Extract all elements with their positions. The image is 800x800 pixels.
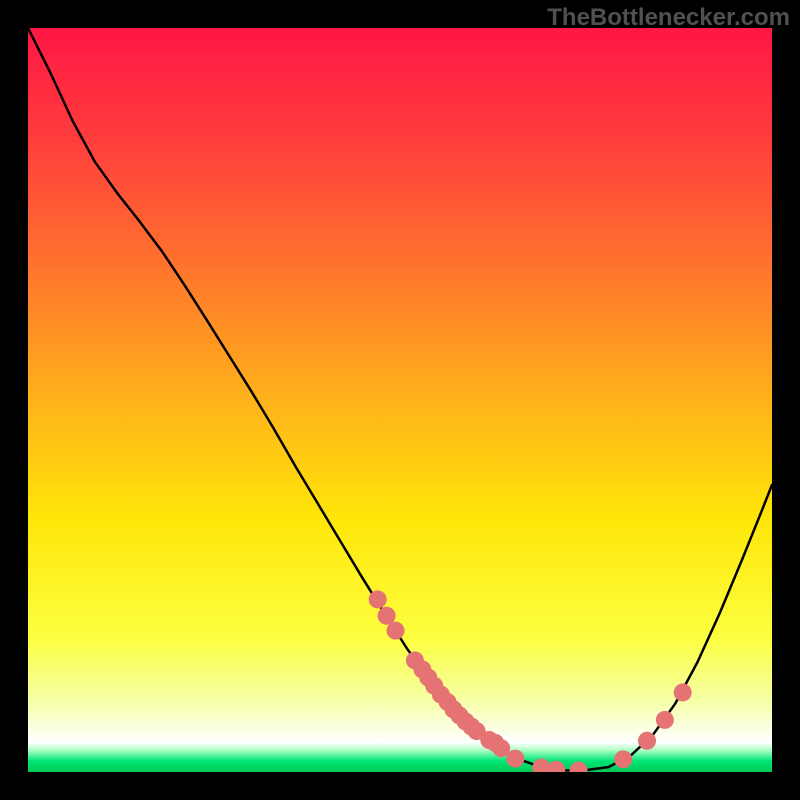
data-dot bbox=[387, 622, 405, 640]
data-dot bbox=[674, 683, 692, 701]
data-dot bbox=[638, 732, 656, 750]
data-dots-group bbox=[369, 590, 692, 772]
chart-svg-overlay bbox=[28, 28, 772, 772]
data-dot bbox=[506, 750, 524, 768]
plot-area bbox=[28, 28, 772, 772]
data-dot bbox=[614, 750, 632, 768]
data-dot bbox=[547, 761, 565, 772]
data-dot bbox=[570, 762, 588, 772]
bottleneck-curve bbox=[28, 28, 772, 771]
data-dot bbox=[656, 711, 674, 729]
data-dot bbox=[369, 590, 387, 608]
